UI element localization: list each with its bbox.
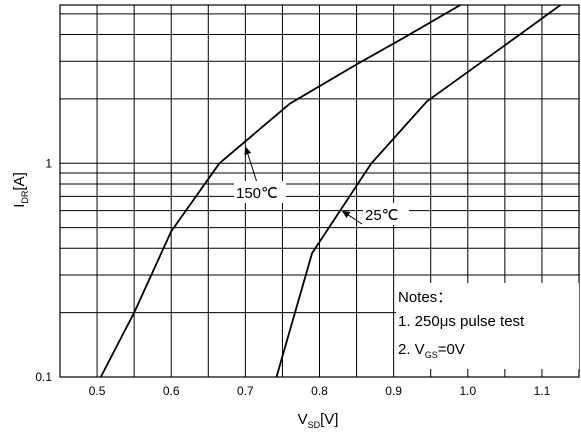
annotation-label: 150℃: [236, 185, 278, 202]
curves: [100, 4, 562, 378]
x-tick-label: 0.8: [311, 384, 328, 398]
annotations: 150℃ 25℃: [234, 146, 409, 225]
annotation-label-background: [234, 181, 286, 203]
y-tick-label: 1: [45, 156, 52, 170]
notes-box: Notes： 1. 250μs pulse test 2. VGS=0V: [396, 283, 579, 369]
notes-title: Notes：: [398, 289, 452, 306]
x-axis-label: VSD[V]: [298, 411, 339, 430]
x-tick-labels: 0.5 0.6 0.7 0.8 0.9 1.0 1.1: [89, 384, 551, 398]
notes-line-1: 1. 250μs pulse test: [398, 313, 525, 330]
annotation-arrow-head: [244, 146, 252, 156]
y-tick-labels: 0.11: [35, 156, 52, 384]
plot-frame: [59, 4, 580, 378]
x-tick-label: 0.7: [237, 384, 254, 398]
annotation-label-background: [363, 203, 409, 225]
series-line-150c: [100, 4, 461, 378]
y-axis-label: IDR[A]: [11, 172, 30, 208]
x-tick-label: 1.1: [534, 384, 551, 398]
annotation-arrow-line: [346, 213, 363, 225]
notes-background: [396, 283, 579, 369]
annotation-label: 25℃: [365, 207, 399, 224]
series-line-25c: [275, 4, 562, 378]
notes-line-2: 2. VGS=0V: [398, 341, 465, 360]
x-tick-label: 0.5: [89, 384, 106, 398]
annotation-arrow-head: [341, 210, 351, 218]
x-tick-label: 0.6: [163, 384, 180, 398]
x-tick-label: 0.9: [385, 384, 402, 398]
y-tick-label: 0.1: [35, 370, 52, 384]
x-tick-label: 1.0: [459, 384, 476, 398]
